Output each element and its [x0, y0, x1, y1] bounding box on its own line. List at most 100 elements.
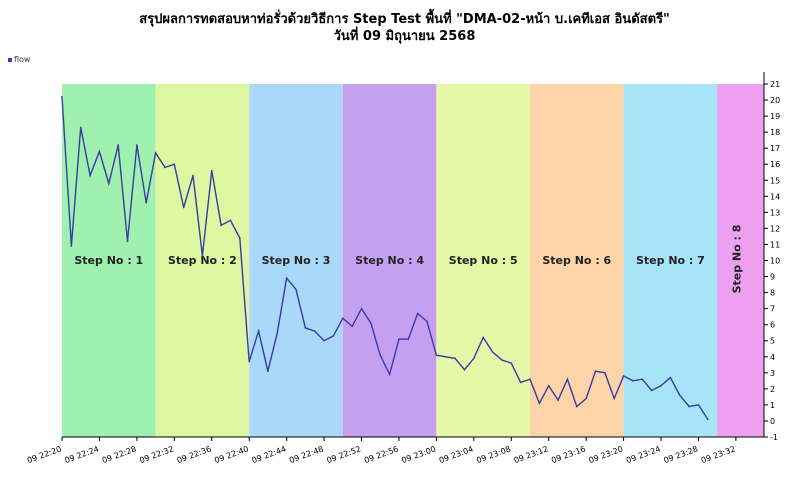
data-point	[463, 368, 466, 371]
data-point	[660, 384, 662, 387]
y-tick-label: 16	[770, 160, 780, 169]
data-point	[285, 277, 288, 279]
data-point	[370, 322, 372, 324]
y-tick-label: -1	[770, 433, 778, 442]
chart-title: สรุปผลการทดสอบหาท่อรั่วด้วยวิธีการ Step …	[139, 12, 670, 27]
x-tick-label: 09 22:20	[26, 444, 63, 465]
data-point	[332, 335, 335, 337]
step-band-8	[717, 84, 764, 437]
x-tick-label: 09 23:00	[400, 444, 437, 465]
y-tick-label: 3	[770, 369, 775, 378]
data-point	[444, 355, 447, 358]
data-point	[201, 254, 204, 257]
x-tick-label: 09 23:32	[700, 444, 737, 465]
data-point	[491, 351, 494, 353]
data-point	[622, 375, 625, 377]
data-point	[117, 144, 119, 146]
y-tick-label: 14	[770, 192, 780, 201]
data-point	[79, 126, 82, 129]
y-tick-label: 4	[770, 353, 775, 362]
y-tick-label: 20	[770, 96, 780, 105]
x-tick-label: 09 22:28	[101, 444, 138, 465]
y-tick-label: 12	[770, 224, 780, 233]
data-point	[313, 330, 316, 332]
data-point	[98, 150, 101, 153]
x-tick-label: 09 22:48	[288, 444, 325, 465]
step-band-2	[155, 84, 250, 437]
data-point	[576, 405, 578, 408]
data-point	[351, 325, 353, 328]
data-point	[529, 378, 531, 381]
data-point	[192, 174, 194, 177]
data-point	[173, 163, 176, 166]
data-point	[604, 372, 606, 374]
step-label-1: Step No : 1	[74, 254, 143, 267]
data-point	[323, 339, 325, 342]
y-tick-label: 18	[770, 128, 780, 137]
x-tick-label: 09 23:04	[438, 444, 475, 465]
data-point	[510, 362, 513, 364]
data-point	[641, 378, 644, 381]
step-band-3	[249, 84, 343, 437]
step-label-4: Step No : 4	[355, 254, 424, 267]
y-tick-label: 13	[770, 208, 780, 217]
data-point	[594, 370, 597, 373]
y-tick-label: 19	[770, 112, 780, 121]
y-tick-label: 5	[770, 337, 775, 346]
step-band-4	[342, 84, 437, 437]
data-point	[697, 404, 700, 406]
data-point	[426, 320, 428, 323]
y-tick-label: 8	[770, 289, 775, 298]
data-point	[304, 327, 307, 329]
step-band-5	[436, 84, 530, 437]
data-point	[678, 394, 681, 397]
chart-subtitle: วันที่ 09 มิถุนายน 2568	[333, 29, 476, 44]
data-point	[154, 152, 157, 154]
data-point	[707, 418, 709, 421]
data-point	[566, 378, 569, 381]
data-point	[473, 357, 475, 360]
data-point	[360, 307, 363, 310]
data-point	[182, 206, 185, 209]
x-tick-label: 09 23:24	[625, 444, 662, 465]
data-point	[669, 376, 672, 379]
data-point	[379, 354, 382, 356]
data-point	[210, 169, 213, 172]
data-point	[388, 373, 391, 376]
legend: flow	[8, 55, 30, 64]
x-tick-label: 09 23:20	[588, 444, 625, 465]
legend-swatch-icon	[8, 57, 12, 62]
data-point	[70, 245, 73, 247]
data-point	[164, 166, 166, 169]
x-tick-label: 09 22:52	[326, 444, 363, 465]
data-point	[61, 96, 63, 98]
data-point	[547, 384, 550, 387]
data-point	[276, 331, 279, 334]
x-tick-label: 09 23:12	[513, 444, 550, 465]
y-tick-label: 2	[770, 385, 775, 394]
data-point	[126, 240, 129, 243]
y-tick-label: 15	[770, 176, 780, 185]
step-label-8: Step No : 8	[731, 225, 744, 294]
data-point	[136, 144, 138, 146]
y-tick-label: 21	[770, 80, 780, 89]
series-line-1	[61, 96, 709, 420]
y-tick-label: 17	[770, 144, 780, 153]
data-point	[482, 336, 485, 339]
data-point	[257, 330, 260, 332]
y-tick-label: 6	[770, 321, 775, 330]
data-point	[454, 357, 456, 360]
data-point	[501, 359, 503, 361]
step-label-5: Step No : 5	[449, 254, 518, 267]
x-tick-label: 09 22:44	[251, 444, 288, 465]
data-point	[267, 370, 269, 373]
y-tick-label: 7	[770, 305, 775, 314]
data-point	[407, 338, 410, 340]
step-band-6	[530, 84, 624, 437]
step-label-6: Step No : 6	[542, 254, 611, 267]
data-point	[557, 399, 559, 401]
data-point	[613, 397, 616, 400]
data-point	[342, 317, 344, 320]
legend-label: flow	[14, 55, 31, 64]
